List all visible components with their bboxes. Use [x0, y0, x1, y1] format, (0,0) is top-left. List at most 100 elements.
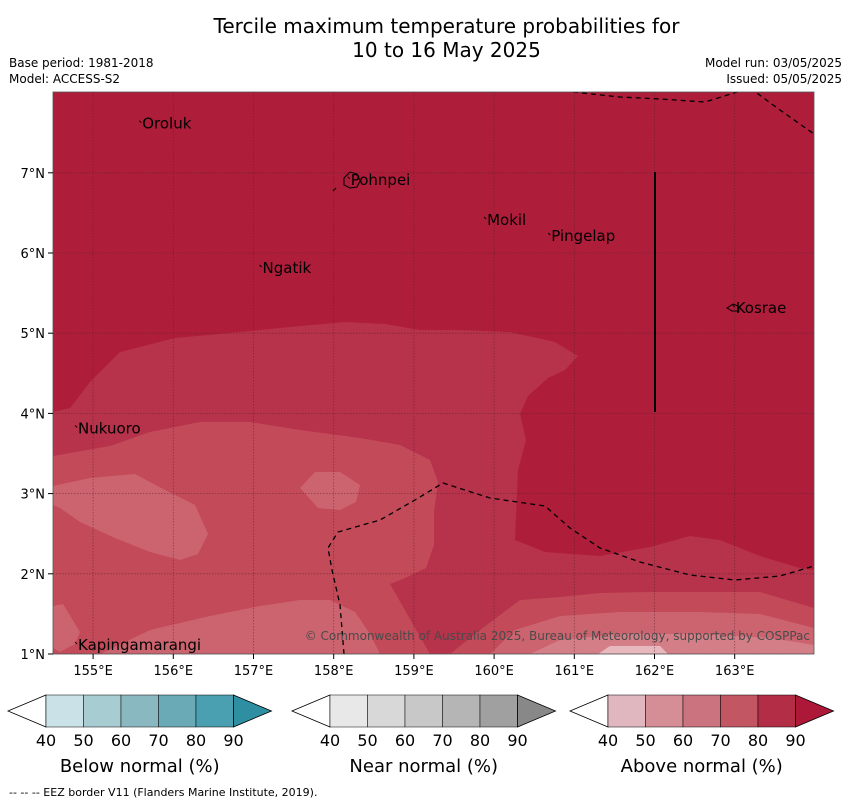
title-line-1: Tercile maximum temperature probabilitie… [213, 14, 680, 38]
colorbar-tick-label: 90 [223, 731, 243, 750]
shading-50-southeast [530, 634, 814, 654]
lon-tick-label: 156°E [154, 664, 194, 679]
lat-tick-label: 6°N [21, 247, 46, 262]
map-title: Tercile maximum temperature probabilitie… [0, 14, 850, 62]
latitude-tick-labels: 7°N 6°N 5°N 4°N 3°N 2°N 1°N [21, 167, 53, 663]
colorbar-segment [367, 694, 406, 728]
colorbar-segment [158, 694, 197, 728]
eez-border-northeast [754, 92, 814, 135]
place-label-ngatik: Ngatik [263, 259, 312, 277]
lon-tick-label: 161°E [555, 664, 595, 679]
place-label-kapingamarangi: Kapingamarangi [78, 636, 201, 654]
lat-tick-label: 7°N [21, 167, 46, 182]
colorbar-segment [83, 694, 122, 728]
colorbar-tick-label: 80 [748, 731, 768, 750]
lat-tick-label: 2°N [21, 568, 46, 583]
place-marker [74, 425, 78, 428]
pohnpei-islet [332, 187, 337, 192]
colorbar-segment [645, 694, 684, 728]
model-info: Base period: 1981-2018 Model: ACCESS-S2 [9, 55, 154, 87]
shading-60-southwest [53, 604, 80, 652]
colorbar-tick-label: 50 [357, 731, 377, 750]
colorbar-low-extension [568, 694, 609, 728]
copyright-notice: © Commonwealth of Australia 2025, Bureau… [305, 629, 810, 643]
title-line-2: 10 to 16 May 2025 [352, 38, 541, 62]
base-period: Base period: 1981-2018 [9, 56, 154, 70]
shading-60-west [53, 474, 208, 560]
place-marker [74, 641, 78, 645]
colorbar-tick-label: 70 [148, 731, 168, 750]
colorbar-tick-label: 50 [635, 731, 655, 750]
place-label-mokil: Mokil [487, 211, 526, 229]
place-marker [347, 176, 351, 180]
lon-tick-label: 160°E [474, 664, 514, 679]
colorbar-tick-label: 90 [507, 731, 527, 750]
colorbar-segment [607, 694, 646, 728]
place-label-kosrae: Kosrae [736, 299, 787, 317]
lon-tick-label: 155°E [73, 664, 113, 679]
eez-borders [327, 92, 814, 654]
colorbar-title: Above normal (%) [621, 756, 783, 777]
kosrae-island [726, 303, 740, 312]
lat-tick-label: 4°N [21, 407, 46, 422]
place-marker [138, 120, 142, 124]
lon-tick-label: 163°E [715, 664, 755, 679]
colorbar-title: Below normal (%) [60, 756, 220, 777]
model-run: Model run: 03/05/2025 [704, 56, 842, 70]
colorbar-segment [329, 694, 368, 728]
lon-tick-label: 159°E [394, 664, 434, 679]
colorbar-tick-label: 70 [432, 731, 452, 750]
place-marker [483, 216, 487, 220]
run-info: Model run: 03/05/2025 Issued: 05/05/2025 [705, 55, 842, 87]
colorbar-low-extension [6, 694, 47, 728]
colorbar-tick-label: 60 [673, 731, 693, 750]
colorbar-segment [404, 694, 443, 728]
eez-border-north [572, 92, 740, 103]
colorbar-segment [757, 694, 796, 728]
lon-tick-label: 158°E [314, 664, 354, 679]
colorbar-segment [682, 694, 721, 728]
shading-40-southeast [598, 646, 668, 654]
place-labels: Oroluk Pohnpei Mokil Pingelap Ngatik Kosrae Nu… [74, 115, 787, 654]
colorbar-title: Near normal (%) [349, 756, 498, 777]
colorbar-tick-label: 90 [785, 731, 805, 750]
shading-60-patch [300, 472, 360, 510]
place-label-nukuoro: Nukuoro [78, 419, 141, 437]
island-outlines [332, 171, 740, 312]
lon-tick-label: 157°E [234, 664, 274, 679]
colorbar-segment [442, 694, 481, 728]
lat-tick-label: 1°N [21, 648, 46, 663]
place-label-pohnpei: Pohnpei [351, 171, 411, 189]
colorbar-high-extension [517, 694, 557, 728]
lon-tick-label: 162°E [635, 664, 675, 679]
shading-60-south [100, 600, 380, 654]
colorbar-tick-label: 60 [395, 731, 415, 750]
pohnpei-island [343, 171, 361, 189]
place-marker [732, 304, 736, 308]
issued-date: Issued: 05/05/2025 [726, 72, 842, 86]
eez-border-south [327, 482, 814, 654]
colorbar-low-extension [290, 694, 331, 728]
place-label-oroluk: Oroluk [142, 115, 191, 133]
place-marker [259, 264, 262, 268]
colorbar-high-extension [233, 694, 273, 728]
colorbar-tick-label: 80 [186, 731, 206, 750]
colorbar-segment [195, 694, 234, 728]
place-marker [547, 232, 551, 236]
model-name: Model: ACCESS-S2 [9, 72, 121, 86]
colorbar-segment [45, 694, 84, 728]
lat-tick-label: 5°N [21, 327, 46, 342]
colorbar-tick-label: 40 [320, 731, 340, 750]
colorbar-segment [479, 694, 518, 728]
eez-border-note: -- -- -- EEZ border V11 (Flanders Marine… [9, 786, 318, 799]
colorbar-tick-label: 60 [111, 731, 131, 750]
colorbar-tick-label: 40 [36, 731, 56, 750]
longitude-tick-labels: 155°E 156°E 157°E 158°E 159°E 160°E 161°E 162°E… [73, 654, 754, 679]
colorbar-segment [720, 694, 759, 728]
probability-field [53, 92, 814, 654]
lat-tick-label: 3°N [21, 488, 46, 503]
place-label-pingelap: Pingelap [551, 227, 615, 245]
colorbar-tick-label: 70 [710, 731, 730, 750]
